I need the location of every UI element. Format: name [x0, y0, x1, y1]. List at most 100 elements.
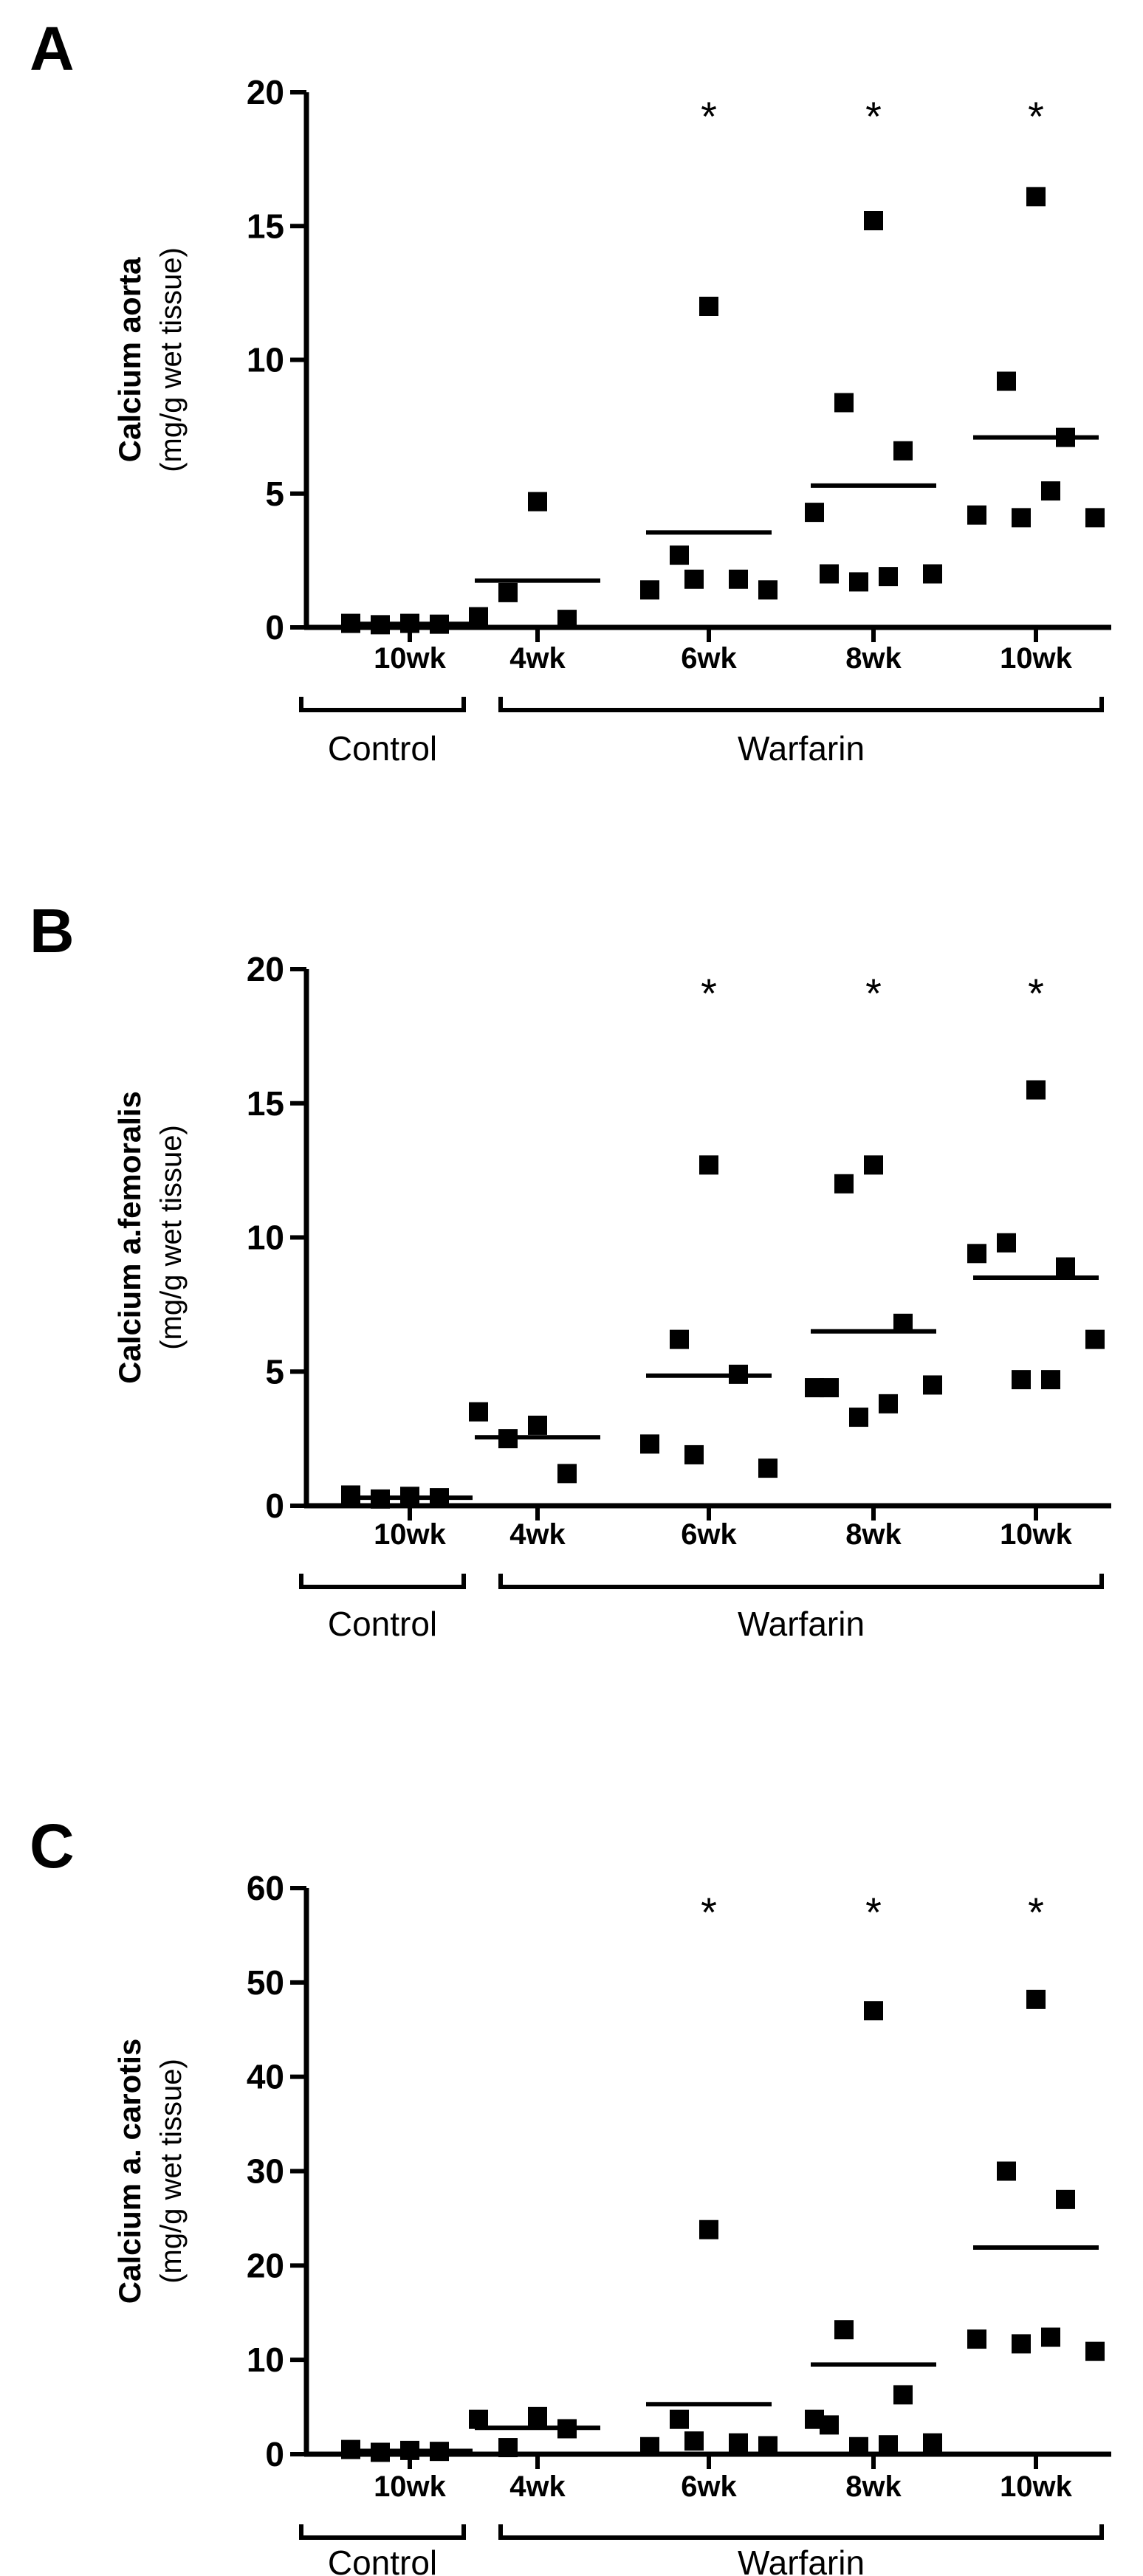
data-point [670, 545, 689, 565]
data-point [923, 564, 942, 584]
significance-marker: * [865, 970, 882, 1016]
data-point [834, 2320, 854, 2340]
x-tick-label: 10wk [374, 1518, 447, 1551]
group-label: Warfarin [738, 2544, 865, 2576]
y-tick-label: 30 [247, 2152, 284, 2191]
x-tick-label: 8wk [845, 642, 902, 675]
data-point [729, 2433, 748, 2453]
group-label: Control [328, 1605, 437, 1643]
data-point [557, 610, 577, 630]
group-bracket [299, 1574, 466, 1589]
x-tick-label: 10wk [1000, 1518, 1073, 1551]
data-point [849, 1408, 868, 1428]
x-tick-label: 10wk [374, 642, 447, 675]
y-axis-unit-label: (mg/g wet tissue) [155, 1125, 188, 1350]
y-tick-label: 20 [247, 950, 284, 988]
data-point [1026, 1080, 1046, 1100]
significance-marker: * [1028, 970, 1044, 1016]
y-tick-label: 15 [247, 207, 284, 245]
data-point [967, 505, 986, 525]
data-point [469, 1402, 488, 1422]
data-point [879, 2435, 898, 2455]
x-tick-label: 6wk [681, 642, 737, 675]
chart-panel-c: C Calcium a. carotis (mg/g wet tissue) 0 10 2… [30, 1811, 1111, 2576]
y-tick-label: 0 [265, 608, 284, 647]
panel-letter: C [30, 1811, 75, 1881]
group-label: Warfarin [738, 1605, 865, 1643]
y-tick-label: 20 [247, 73, 284, 111]
data-point [699, 2219, 718, 2239]
data-point [834, 393, 854, 413]
data-point [1012, 2334, 1031, 2354]
data-point [1041, 1370, 1060, 1390]
data-point [923, 2433, 942, 2453]
group-label: Control [328, 729, 437, 768]
y-tick-label: 10 [247, 341, 284, 379]
data-point [469, 607, 488, 627]
group-bracket [498, 2524, 1104, 2540]
x-tick-label: 6wk [681, 2470, 737, 2503]
data-point [879, 567, 898, 587]
data-point [879, 1394, 898, 1413]
data-point [997, 1233, 1016, 1253]
y-axis-unit-label: (mg/g wet tissue) [155, 247, 188, 472]
data-point [684, 569, 704, 589]
data-point [640, 2436, 659, 2456]
group-bracket [498, 1574, 1104, 1589]
data-point [528, 2406, 547, 2426]
data-point [1012, 508, 1031, 528]
data-point [1056, 2189, 1075, 2209]
panel-letter: A [30, 14, 75, 83]
group-bracket [299, 697, 466, 712]
y-axis-label: Calcium a.femoralis [112, 1091, 147, 1384]
significance-marker: * [701, 970, 717, 1016]
data-point [1041, 481, 1060, 501]
data-point [820, 2415, 839, 2435]
data-point [498, 2438, 518, 2458]
y-tick-label: 20 [247, 2246, 284, 2284]
y-tick-label: 0 [265, 1487, 284, 1525]
data-point [640, 1434, 659, 1454]
data-point [1026, 187, 1046, 207]
data-point [1026, 1989, 1046, 2009]
data-point [640, 580, 659, 600]
y-tick-label: 40 [247, 2058, 284, 2096]
panel-letter: B [30, 896, 75, 965]
data-point [670, 2409, 689, 2429]
y-tick-label: 15 [247, 1084, 284, 1123]
data-point [849, 2436, 868, 2456]
data-point [864, 2001, 883, 2021]
x-tick-label: 4wk [509, 642, 566, 675]
chart-panel-b: B Calcium a.femoralis (mg/g wet tissue) 0 5 1… [30, 896, 1111, 1643]
group-label: Control [328, 2544, 437, 2576]
y-tick-label: 5 [265, 475, 284, 513]
data-point [820, 564, 839, 584]
data-point [864, 211, 883, 230]
data-point [699, 1155, 718, 1175]
data-point [498, 582, 518, 602]
data-point [893, 441, 913, 461]
x-tick-label: 8wk [845, 2470, 902, 2503]
data-point [684, 1444, 704, 1464]
significance-marker: * [865, 93, 882, 140]
data-point [1085, 1329, 1105, 1349]
significance-marker: * [701, 93, 717, 140]
y-tick-label: 10 [247, 1219, 284, 1257]
data-point [997, 2161, 1016, 2181]
x-tick-label: 4wk [509, 1518, 566, 1551]
data-point [1041, 2327, 1060, 2347]
data-point [923, 1375, 942, 1395]
x-tick-label: 10wk [374, 2470, 447, 2503]
x-tick-label: 8wk [845, 1518, 902, 1551]
x-tick-label: 4wk [509, 2470, 566, 2503]
data-point [670, 1329, 689, 1349]
data-point [528, 1415, 547, 1435]
data-point [997, 371, 1016, 391]
x-tick-label: 6wk [681, 1518, 737, 1551]
data-point [1012, 1370, 1031, 1390]
y-axis-unit-label: (mg/g wet tissue) [155, 2059, 188, 2284]
data-point [758, 580, 778, 600]
group-bracket [498, 697, 1104, 712]
data-point [849, 572, 868, 592]
